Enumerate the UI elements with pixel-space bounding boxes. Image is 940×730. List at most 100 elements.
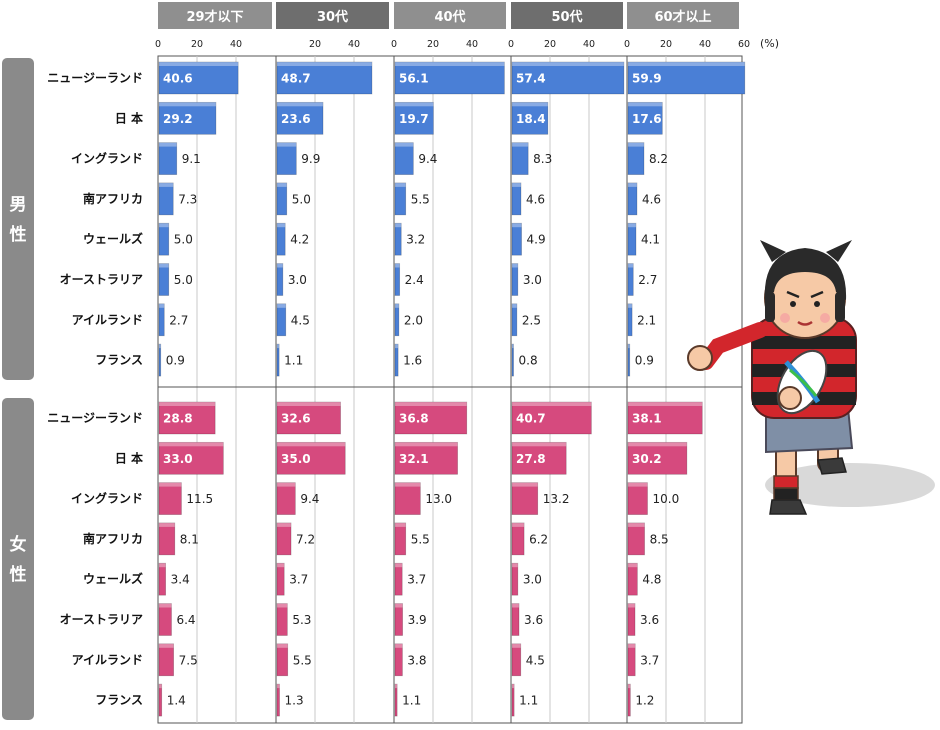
bar-highlight bbox=[395, 522, 406, 527]
bar bbox=[511, 61, 625, 95]
bar-highlight bbox=[512, 263, 518, 268]
data-label: 5.5 bbox=[411, 192, 430, 206]
bar-highlight bbox=[512, 442, 567, 447]
data-label: 7.2 bbox=[296, 532, 315, 546]
bar bbox=[627, 562, 638, 596]
data-label: 9.4 bbox=[418, 152, 437, 166]
bar bbox=[394, 643, 403, 677]
bar-highlight bbox=[277, 684, 280, 689]
bar-highlight bbox=[512, 402, 592, 406]
bar-highlight bbox=[395, 684, 398, 689]
x-tick-label: 20 bbox=[309, 39, 321, 50]
bar-highlight bbox=[628, 223, 636, 228]
bar bbox=[627, 603, 636, 636]
bar bbox=[276, 482, 296, 515]
bar-highlight bbox=[628, 522, 645, 527]
data-label: 9.1 bbox=[182, 152, 201, 166]
bar bbox=[158, 401, 216, 435]
bar bbox=[394, 441, 458, 475]
bar-highlight bbox=[277, 102, 324, 107]
bar-highlight bbox=[512, 482, 538, 487]
bar-highlight bbox=[628, 182, 637, 187]
data-label: 4.5 bbox=[291, 313, 310, 327]
bar bbox=[511, 303, 518, 337]
data-label: 3.2 bbox=[406, 233, 425, 247]
category-label: アイルランド bbox=[72, 653, 143, 667]
age-headers: 29才以下 30代 40代 50代 60才以上 bbox=[158, 2, 739, 29]
bar bbox=[627, 142, 645, 175]
data-label: 9.4 bbox=[300, 492, 319, 506]
bar bbox=[511, 643, 522, 677]
age-header-1 bbox=[276, 2, 389, 29]
bar-highlight bbox=[159, 142, 177, 147]
data-label: 4.1 bbox=[641, 233, 660, 247]
bar-highlight bbox=[628, 603, 636, 608]
data-label: 40.6 bbox=[163, 72, 193, 86]
bar-highlight bbox=[159, 62, 239, 66]
bar-highlight bbox=[512, 303, 517, 308]
bar bbox=[394, 101, 434, 135]
bar bbox=[276, 522, 292, 556]
bar-highlight bbox=[395, 303, 399, 308]
rugby-player-icon bbox=[687, 240, 935, 515]
category-label: ニュージーランド bbox=[47, 71, 143, 85]
bar bbox=[511, 522, 525, 556]
data-label: 35.0 bbox=[281, 452, 311, 466]
bar-highlight bbox=[628, 684, 631, 689]
category-label: オーストラリア bbox=[60, 273, 143, 287]
data-label: 13.0 bbox=[425, 492, 452, 506]
x-tick-label: 20 bbox=[427, 39, 439, 50]
data-label: 1.6 bbox=[403, 354, 422, 368]
bar-highlight bbox=[628, 402, 703, 406]
bar-highlight bbox=[512, 62, 624, 66]
data-label: 32.1 bbox=[399, 452, 429, 466]
bar-highlight bbox=[512, 223, 522, 228]
bar-highlight bbox=[628, 263, 634, 268]
bar bbox=[158, 222, 170, 256]
data-label: 13.2 bbox=[543, 492, 570, 506]
x-axis-ticks: 0 20 40 20 40 0 20 40 0 20 40 0 20 40 60 (%) bbox=[155, 37, 779, 50]
bar bbox=[276, 343, 280, 377]
bar-highlight bbox=[628, 142, 644, 147]
gender-label-char: 性 bbox=[10, 564, 27, 585]
x-tick-label: 60 bbox=[738, 39, 750, 50]
age-header-label: 50代 bbox=[551, 9, 582, 25]
x-tick-label: 40 bbox=[699, 39, 711, 50]
bar bbox=[158, 522, 176, 556]
bar-highlight bbox=[512, 603, 520, 608]
data-label: 57.4 bbox=[516, 72, 546, 86]
data-label: 4.6 bbox=[526, 192, 545, 206]
bar bbox=[627, 683, 631, 717]
bar bbox=[627, 263, 634, 296]
data-label: 1.4 bbox=[167, 694, 186, 708]
bar-highlight bbox=[277, 603, 288, 608]
bar bbox=[276, 101, 324, 135]
bar bbox=[276, 142, 297, 175]
bar-highlight bbox=[159, 442, 224, 447]
bar bbox=[511, 482, 539, 515]
bar bbox=[511, 142, 529, 175]
data-label: 3.7 bbox=[640, 653, 659, 667]
age-header-0 bbox=[158, 2, 272, 29]
bar-highlight bbox=[277, 402, 341, 406]
bar-highlight bbox=[395, 62, 505, 66]
bar bbox=[627, 182, 638, 216]
bar-highlight bbox=[628, 303, 633, 308]
x-tick-label: 40 bbox=[466, 39, 478, 50]
data-label: 19.7 bbox=[399, 112, 429, 126]
bars-layer bbox=[158, 61, 746, 717]
x-tick-label: 20 bbox=[660, 39, 672, 50]
bar-highlight bbox=[512, 102, 548, 107]
bar-highlight bbox=[159, 684, 162, 689]
bar bbox=[627, 482, 648, 515]
bar-highlight bbox=[395, 344, 399, 349]
bar bbox=[276, 61, 373, 95]
bar-highlight bbox=[159, 482, 182, 487]
gender-label-box bbox=[2, 398, 34, 720]
data-label: 8.5 bbox=[650, 532, 669, 546]
x-tick-label: 0 bbox=[155, 39, 161, 50]
data-label: 5.0 bbox=[292, 192, 311, 206]
data-label: 18.4 bbox=[516, 112, 546, 126]
bar bbox=[511, 441, 567, 475]
